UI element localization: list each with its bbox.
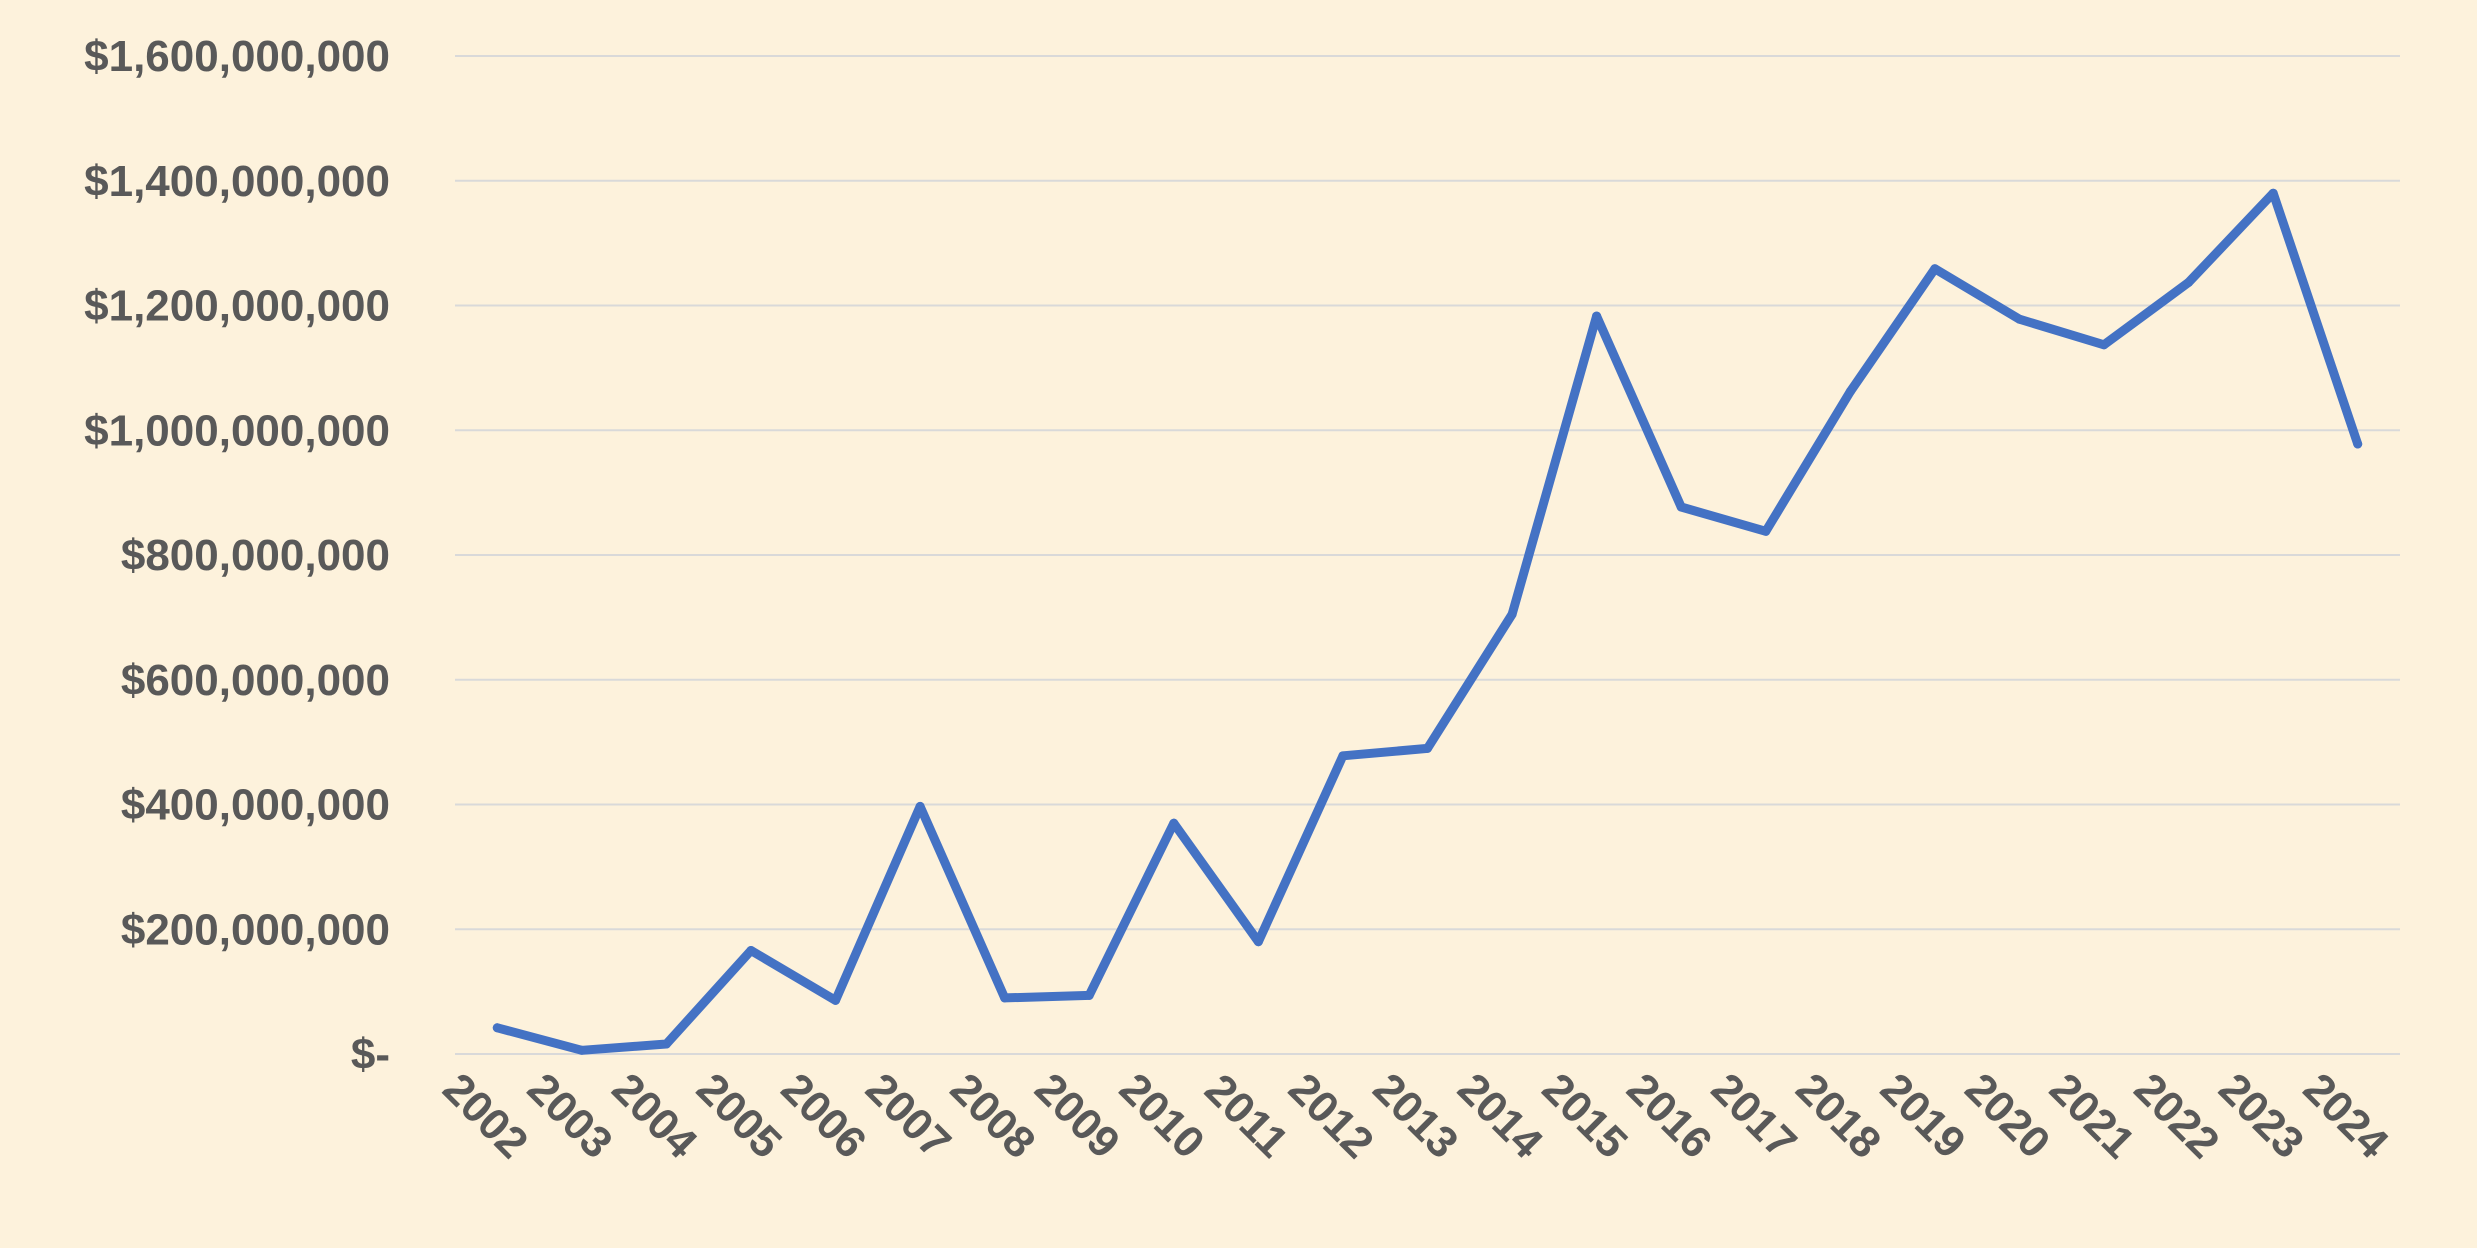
- y-tick-label: $200,000,000: [121, 905, 390, 954]
- data-point: [1338, 751, 1348, 761]
- data-point: [2268, 188, 2278, 198]
- data-point: [915, 801, 925, 811]
- x-tick-label: 2013: [1364, 1064, 1468, 1168]
- x-tick-label: 2004: [603, 1064, 707, 1168]
- data-point: [1845, 387, 1855, 397]
- x-tick-label: 2022: [2125, 1064, 2229, 1168]
- x-axis-tick-labels: 2002200320042005200620072008200920102011…: [433, 1064, 2398, 1168]
- data-point: [1507, 609, 1517, 619]
- data-point: [1084, 990, 1094, 1000]
- x-tick-label: 2010: [1110, 1064, 1214, 1168]
- data-point: [1930, 264, 1940, 274]
- data-point: [746, 945, 756, 955]
- y-tick-label: $1,200,000,000: [84, 282, 390, 331]
- data-point: [1676, 502, 1686, 512]
- y-tick-label: $1,600,000,000: [84, 32, 390, 81]
- data-point: [2184, 277, 2194, 287]
- x-tick-label: 2023: [2209, 1064, 2313, 1168]
- x-tick-label: 2002: [433, 1064, 537, 1168]
- x-tick-label: 2005: [687, 1064, 791, 1168]
- y-tick-label: $1,400,000,000: [84, 157, 390, 206]
- x-tick-label: 2015: [1533, 1064, 1637, 1168]
- data-point: [2099, 340, 2109, 350]
- data-point: [1000, 993, 1010, 1003]
- data-point: [1253, 937, 1263, 947]
- data-point: [577, 1045, 587, 1055]
- y-tick-label: $-: [351, 1030, 390, 1079]
- data-point: [2014, 314, 2024, 324]
- x-tick-label: 2014: [1448, 1064, 1552, 1168]
- data-point: [831, 995, 841, 1005]
- x-tick-label: 2024: [2294, 1064, 2398, 1168]
- x-tick-label: 2003: [518, 1064, 622, 1168]
- x-tick-label: 2011: [1195, 1065, 1297, 1167]
- x-tick-label: 2006: [772, 1064, 876, 1168]
- gridlines: [455, 55, 2400, 1055]
- x-tick-label: 2016: [1617, 1064, 1721, 1168]
- y-axis-tick-labels: $- $200,000,000 $400,000,000 $600,000,000 $8…: [84, 32, 390, 1079]
- x-tick-label: 2017: [1702, 1064, 1806, 1168]
- x-tick-label: 2019: [1871, 1064, 1975, 1168]
- data-point: [2353, 439, 2363, 449]
- data-point: [1592, 311, 1602, 321]
- x-tick-label: 2021: [2040, 1064, 2144, 1168]
- x-tick-label: 2009: [1025, 1064, 1129, 1168]
- series-layer: [492, 188, 2363, 1055]
- y-tick-label: $400,000,000: [121, 781, 390, 830]
- x-tick-label: 2012: [1279, 1064, 1383, 1168]
- data-point: [1761, 526, 1771, 536]
- y-tick-label: $600,000,000: [121, 656, 390, 705]
- data-point: [1423, 743, 1432, 753]
- data-point: [1169, 818, 1179, 828]
- x-tick-label: 2008: [941, 1064, 1045, 1168]
- y-tick-label: $1,000,000,000: [84, 406, 390, 455]
- y-tick-label: $800,000,000: [121, 531, 390, 580]
- data-point: [661, 1039, 671, 1049]
- data-point: [492, 1023, 502, 1033]
- series-line: [492, 188, 2363, 1055]
- x-tick-label: 2020: [1956, 1064, 2060, 1168]
- x-tick-label: 2007: [856, 1064, 960, 1168]
- x-tick-label: 2018: [1786, 1064, 1890, 1168]
